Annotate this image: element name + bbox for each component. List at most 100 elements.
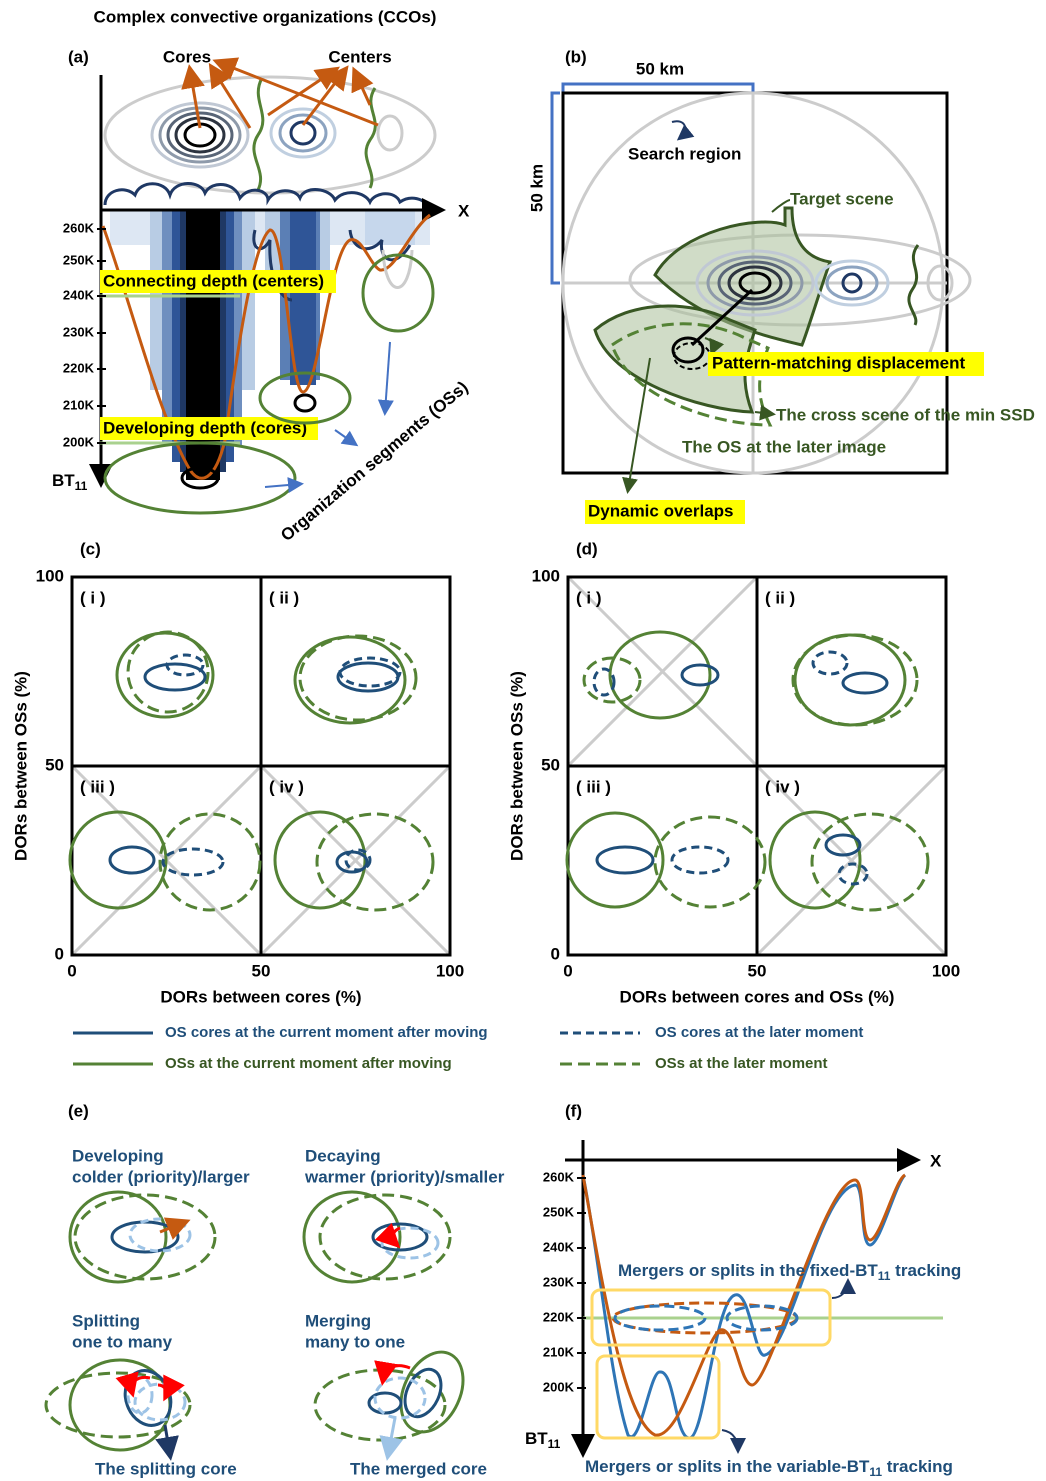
os-outline (793, 633, 907, 727)
panel-a-title: Complex convective organizations (CCOs) (94, 7, 437, 26)
path-shape (610, 322, 773, 427)
fixed-note: Mergers or splits in the fixed-BT11 trac… (618, 1261, 961, 1283)
ellipse-shape (926, 264, 954, 302)
y-tick-label: 240K (63, 287, 95, 302)
path-shape (550, 91, 560, 285)
panel-label: (a) (68, 47, 89, 66)
y-tick-label: 230K (63, 324, 95, 339)
ellipse-shape (68, 1190, 168, 1284)
ellipse-shape (133, 1382, 187, 1422)
line-shape (159, 1217, 191, 1240)
line-shape (690, 288, 754, 347)
ellipse-shape (289, 120, 317, 146)
ellipse-shape (671, 336, 705, 364)
os-outline (768, 810, 862, 910)
panel-label: (b) (565, 47, 587, 66)
ellipse-shape (725, 1304, 799, 1332)
ellipse-shape (373, 1376, 427, 1420)
y-axis-label: DORs between OSs (%) (507, 671, 526, 861)
text-part: Mergers or splits in the variable-BT (585, 1457, 870, 1476)
os-outline (810, 812, 930, 912)
x-axis-label: X (930, 1151, 942, 1170)
y-tick-label: 50 (45, 755, 64, 774)
rect-shape (590, 1288, 832, 1347)
y-axis-label: DORs between OSs (%) (11, 671, 30, 861)
line-shape (155, 1424, 179, 1461)
core-outline (595, 845, 655, 875)
ellipse-shape (318, 1193, 452, 1281)
ellipse-shape (841, 272, 863, 294)
path-shape (704, 337, 725, 356)
os-outline (608, 630, 712, 720)
legend-label: OS cores at the current moment after mov… (165, 1024, 488, 1041)
x-tick-label: 100 (932, 961, 960, 980)
text-part: 11 (869, 1465, 882, 1479)
y-tick-label: 200K (543, 1379, 575, 1394)
quadrant-label: ( iv ) (765, 777, 800, 796)
height-label: 50 km (527, 164, 546, 212)
panel-label: (e) (68, 1101, 89, 1120)
line-shape (351, 66, 374, 106)
legend-label: OSs at the later moment (655, 1055, 828, 1072)
quadrant-label: ( i ) (80, 588, 106, 607)
connecting-depth: Connecting depth (centers) (103, 271, 324, 290)
panel-label: (f) (565, 1101, 582, 1120)
core-outline (108, 845, 156, 875)
x-axis-label: DORs between cores and OSs (%) (620, 987, 895, 1006)
line-shape (264, 477, 304, 493)
path-shape (721, 1429, 746, 1454)
line-shape (622, 357, 651, 494)
y-tick-label: 230K (543, 1274, 575, 1289)
y-tick-label: 200K (63, 434, 95, 449)
y-tick-label: 240K (543, 1239, 575, 1254)
path-shape (561, 82, 755, 92)
later-os: The OS at the later image (682, 437, 886, 456)
diagonal (259, 764, 452, 957)
ellipse-shape (738, 271, 772, 295)
ellipse-shape (166, 111, 234, 159)
os-outline (126, 630, 210, 714)
quadrant-label: ( iii ) (576, 777, 611, 796)
x-tick-label: 50 (252, 961, 271, 980)
segments-label: Organization segments (OSs) (277, 377, 472, 545)
ellipse-shape (180, 466, 220, 490)
core-outline (680, 663, 720, 687)
case-title: one to many (72, 1332, 173, 1351)
core-outline (592, 667, 616, 697)
os-outline (565, 811, 665, 909)
y-tick-label: 100 (532, 566, 560, 585)
y-tick-label: 50 (541, 755, 560, 774)
x-tick-label: 50 (748, 961, 767, 980)
ellipse-shape (174, 116, 226, 154)
path-shape (374, 1360, 411, 1386)
variable-note: Mergers or splits in the variable-BT11 t… (585, 1457, 953, 1479)
path-shape (103, 182, 430, 209)
rect-shape (595, 1354, 721, 1440)
x-tick-label: 0 (563, 961, 572, 980)
path-shape (101, 213, 431, 480)
centers-label: Centers (328, 47, 391, 66)
y-tick-label: 220K (543, 1309, 575, 1324)
diagonal (755, 764, 948, 957)
panel-label: (d) (576, 539, 598, 558)
panel-e: (e) Developing colder (priority)/larger … (44, 1101, 505, 1478)
panel-b: (b) 50 km 50 km Search region Target sce… (527, 47, 1035, 524)
ellipse-shape (258, 371, 352, 425)
y-tick-label: 210K (63, 397, 95, 412)
quadrant-label: ( ii ) (765, 588, 795, 607)
ellipse-shape (158, 106, 242, 164)
core-outline (344, 848, 372, 872)
os-outline (315, 812, 435, 912)
ellipse-shape (103, 75, 437, 195)
core-outline (841, 671, 889, 695)
ellipse-shape (73, 1193, 217, 1281)
ellipse-shape (613, 1304, 707, 1332)
quadrant-label: ( iv ) (269, 777, 304, 796)
ellipse-shape (825, 265, 879, 301)
ellipse-shape (367, 1391, 403, 1415)
y-tick-label: 220K (63, 360, 95, 375)
text-part: tracking (890, 1261, 961, 1280)
panel-d: (d) 0 50 100 0 50 100 DORs between OSs (%) DORs … (507, 539, 960, 1006)
